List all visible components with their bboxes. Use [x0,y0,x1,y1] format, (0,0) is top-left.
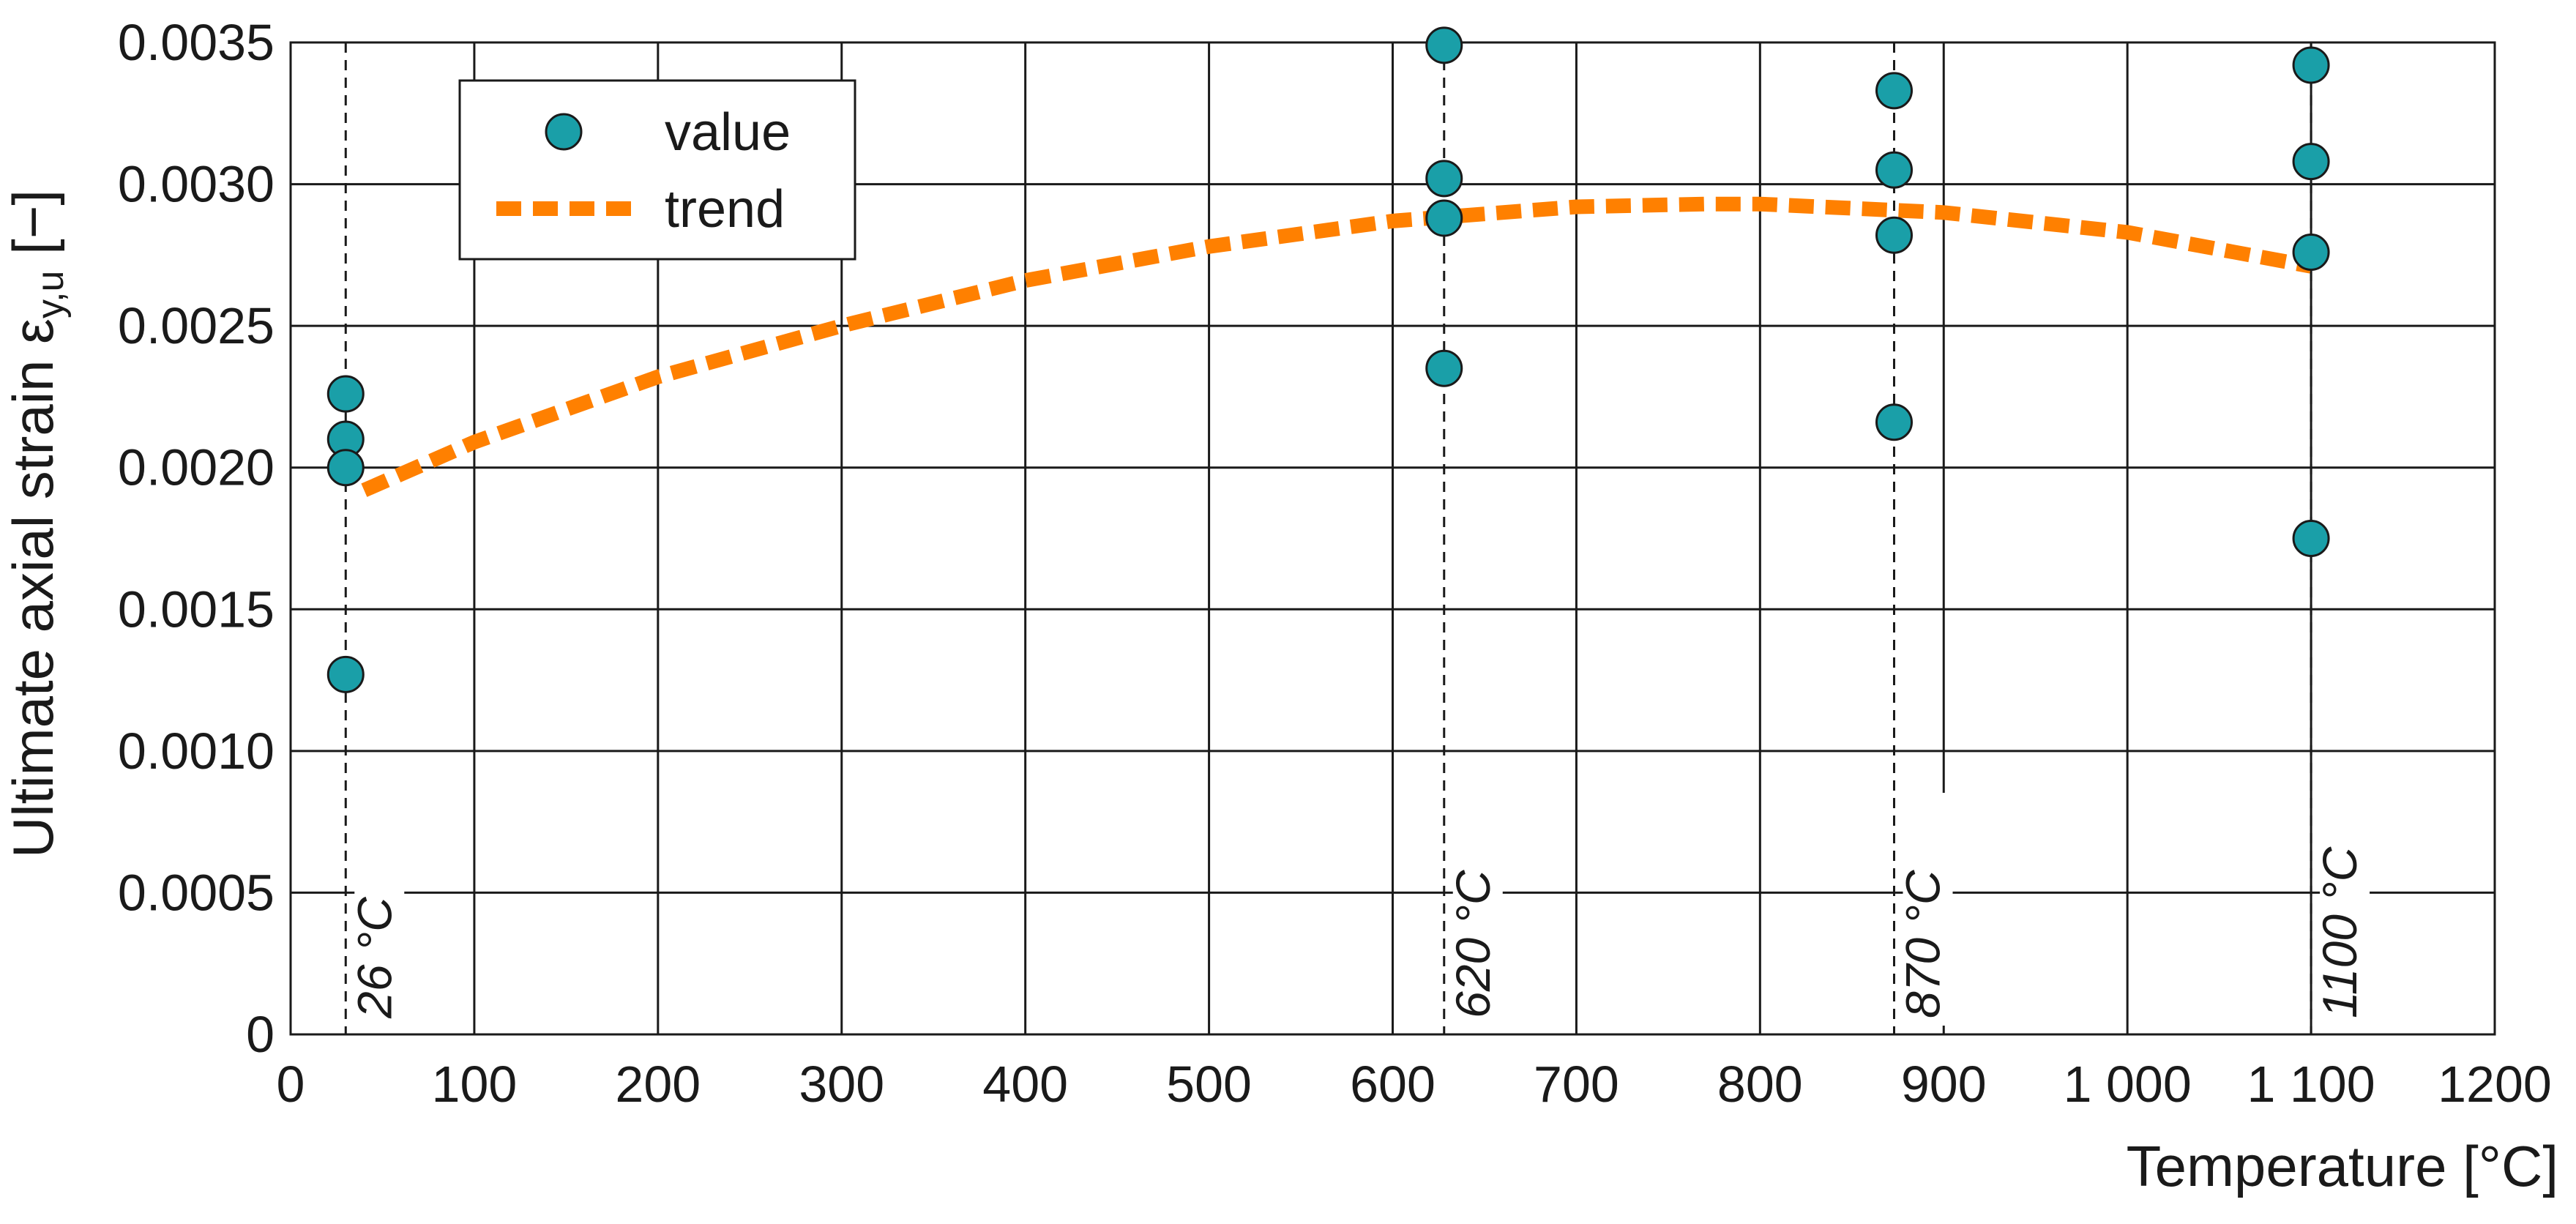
value-point [2292,46,2330,84]
value-point [1875,216,1914,254]
x-tick-label: 1 000 [2064,1056,2192,1113]
reference-label-background [2320,793,2370,1026]
reference-line-label: 870 °C [1896,869,1950,1018]
x-tick-label: 1200 [2438,1056,2552,1113]
x-tick-label: 200 [615,1056,701,1113]
value-point [1425,26,1463,64]
y-axis-title-unit: [−] [1,190,65,271]
value-point [2292,143,2330,181]
reference-label-background [1452,793,1503,1026]
x-tick-label: 300 [799,1056,884,1113]
value-point [1425,160,1463,198]
legend-value-label: value [665,103,791,162]
x-tick-label: 700 [1534,1056,1619,1113]
value-point [2292,520,2330,557]
x-tick-labels: 0 100 200 300 400 500 600 700 800 900 1 000 1 100 12… [277,1056,2552,1113]
legend-trend-label: trend [665,180,785,239]
y-tick-label: 0.0025 [118,297,275,354]
x-tick-label: 1 100 [2247,1056,2375,1113]
y-tick-label: 0.0010 [118,723,275,780]
x-tick-label: 900 [1901,1056,1987,1113]
y-tick-label: 0.0035 [118,14,275,71]
x-axis-title: Temperature [°C] [2127,1134,2558,1198]
value-point [1875,403,1914,441]
x-tick-label: 500 [1166,1056,1252,1113]
y-tick-label: 0.0005 [118,864,275,921]
value-point [1875,151,1914,189]
trend-series [361,196,2312,497]
reference-label-background [1903,793,1953,1026]
value-series [326,26,2330,693]
reference-lines: 26 °C 620 °C 870 °C 1100 °C [344,42,2370,1034]
legend-value-marker [545,113,583,151]
y-tick-label: 0.0030 [118,156,275,213]
y-tick-label: 0.0020 [118,439,275,496]
reference-line-label: 26 °C [347,896,401,1019]
legend-box [458,79,856,261]
x-tick-label: 800 [1717,1056,1803,1113]
y-axis-title: Ultimate axial strain εy,u [−] [1,190,72,858]
x-tick-label: 600 [1350,1056,1436,1113]
x-tick-label: 400 [982,1056,1068,1113]
x-tick-label: 0 [277,1056,305,1113]
y-tick-labels: 0 0.0005 0.0010 0.0015 0.0020 0.0025 0.0030 0.0… [118,14,275,1063]
reference-label-background [354,793,405,1026]
y-tick-label: 0 [246,1006,275,1063]
value-point [326,449,365,487]
value-point [326,655,365,693]
reference-line-label: 1100 °C [2312,846,2367,1018]
x-tick-label: 100 [432,1056,518,1113]
reference-line-label: 620 °C [1446,869,1500,1018]
value-point [1425,199,1463,237]
value-point [1425,349,1463,387]
trend-line [361,196,2312,497]
value-point [326,375,365,413]
plot-frame [289,41,2496,1036]
legend: value trend [458,79,856,261]
y-axis-title-main: Ultimate axial strain ε [1,318,65,858]
value-point [1875,72,1914,110]
y-tick-label: 0.0015 [118,581,275,638]
value-point [2292,233,2330,271]
y-axis-title-subscript: y,u [29,271,72,319]
